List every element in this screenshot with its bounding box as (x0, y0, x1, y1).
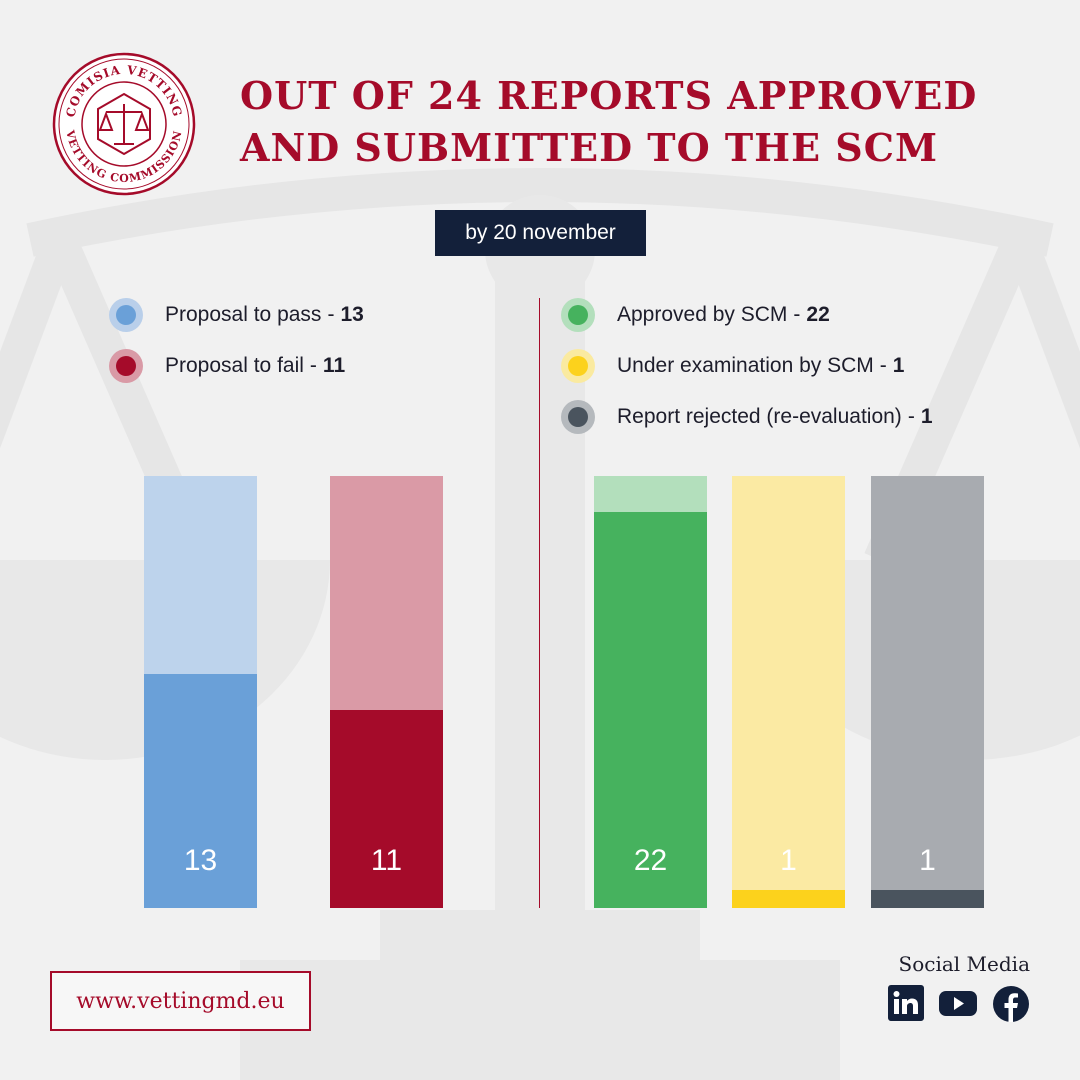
legend-right: Approved by SCM - 22 Under examination b… (568, 298, 933, 451)
legend-dot-proposal-to-fail (116, 356, 136, 376)
legend-value: 11 (322, 354, 346, 377)
youtube-icon[interactable] (938, 985, 978, 1021)
facebook-icon[interactable] (992, 985, 1030, 1023)
legend-item-proposal-to-pass: Proposal to pass - 13 (116, 298, 364, 332)
legend-label: Report rejected (re-evaluation) (617, 405, 902, 428)
chart-divider (539, 298, 540, 908)
legend-dot-proposal-to-pass (116, 305, 136, 325)
legend-dot-report-rejected (568, 407, 588, 427)
vetting-commission-logo: COMISIA VETTING VETTING COMMISSION (52, 52, 196, 196)
legend-item-under-examination: Under examination by SCM - 1 (568, 349, 933, 383)
title-line-2: AND SUBMITTED TO THE SCM (240, 125, 939, 170)
legend-value: 13 (340, 303, 364, 326)
legend-item-proposal-to-fail: Proposal to fail - 11 (116, 349, 364, 383)
title-line-1: OUT OF 24 REPORTS APPROVED (240, 73, 978, 118)
scales-of-justice-icon (97, 92, 151, 156)
legend-value: 22 (806, 303, 830, 326)
legend-item-report-rejected: Report rejected (re-evaluation) - 1 (568, 400, 933, 434)
legend-label: Proposal to pass (165, 303, 322, 326)
legend-item-approved-by-scm: Approved by SCM - 22 (568, 298, 933, 332)
date-badge: by 20 november (435, 210, 646, 256)
social-icons (888, 985, 1030, 1023)
legend-label: Approved by SCM (617, 303, 788, 326)
legend-label: Proposal to fail (165, 354, 304, 377)
linkedin-icon[interactable] (888, 985, 924, 1021)
social-media-title: Social Media (898, 952, 1030, 976)
page-title: OUT OF 24 REPORTS APPROVED AND SUBMITTED… (240, 70, 1040, 174)
legend-dot-under-examination (568, 356, 588, 376)
legend-value: 1 (892, 354, 905, 377)
legend-label: Under examination by SCM (617, 354, 874, 377)
legend-dot-approved (568, 305, 588, 325)
legend-left: Proposal to pass - 13 Proposal to fail -… (116, 298, 364, 400)
legend-value: 1 (920, 405, 933, 428)
website-link[interactable]: www.vettingmd.eu (50, 971, 311, 1031)
